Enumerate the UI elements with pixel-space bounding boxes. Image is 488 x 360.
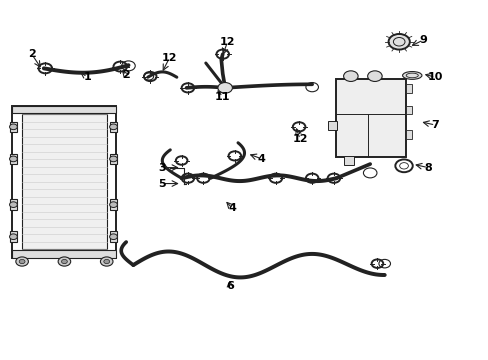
Bar (343, 156, 353, 165)
Circle shape (61, 260, 67, 264)
Text: 2: 2 (28, 49, 36, 59)
Text: 11: 11 (215, 92, 230, 102)
Text: 12: 12 (220, 37, 235, 47)
Text: 8: 8 (424, 163, 431, 172)
Text: 12: 12 (162, 53, 177, 63)
Circle shape (388, 34, 409, 50)
Text: 1: 1 (83, 72, 91, 82)
Bar (406, 84, 411, 93)
Bar (10, 231, 17, 242)
Bar (10, 199, 17, 210)
Bar (327, 121, 337, 130)
Circle shape (109, 124, 117, 130)
Circle shape (10, 156, 17, 162)
Circle shape (58, 257, 71, 266)
Text: 12: 12 (292, 134, 307, 144)
Bar (10, 122, 17, 132)
Text: 5: 5 (158, 179, 166, 189)
Ellipse shape (402, 72, 421, 79)
Circle shape (10, 234, 17, 239)
Circle shape (367, 71, 382, 81)
Circle shape (10, 202, 17, 207)
Bar (109, 154, 117, 164)
Bar (12, 105, 116, 113)
Bar (109, 231, 117, 242)
Text: 4: 4 (257, 154, 265, 164)
Circle shape (19, 260, 25, 264)
Text: 10: 10 (427, 72, 442, 82)
Bar (109, 122, 117, 132)
Circle shape (218, 82, 232, 93)
Bar (406, 105, 411, 114)
Text: 3: 3 (158, 163, 166, 172)
Circle shape (103, 260, 109, 264)
Bar (406, 130, 411, 139)
Circle shape (343, 71, 357, 81)
Bar (12, 105, 116, 258)
Circle shape (109, 156, 117, 162)
Bar (10, 154, 17, 164)
Text: 4: 4 (228, 203, 236, 213)
Text: 7: 7 (431, 120, 438, 130)
Circle shape (16, 257, 28, 266)
Bar (336, 79, 406, 157)
Circle shape (109, 202, 117, 207)
Bar (12, 250, 116, 258)
Text: 6: 6 (225, 281, 233, 291)
Bar (22, 114, 106, 249)
Circle shape (109, 234, 117, 239)
Circle shape (100, 257, 113, 266)
Bar (109, 199, 117, 210)
Text: 2: 2 (122, 71, 130, 80)
Circle shape (10, 124, 17, 130)
Text: 9: 9 (419, 35, 427, 45)
